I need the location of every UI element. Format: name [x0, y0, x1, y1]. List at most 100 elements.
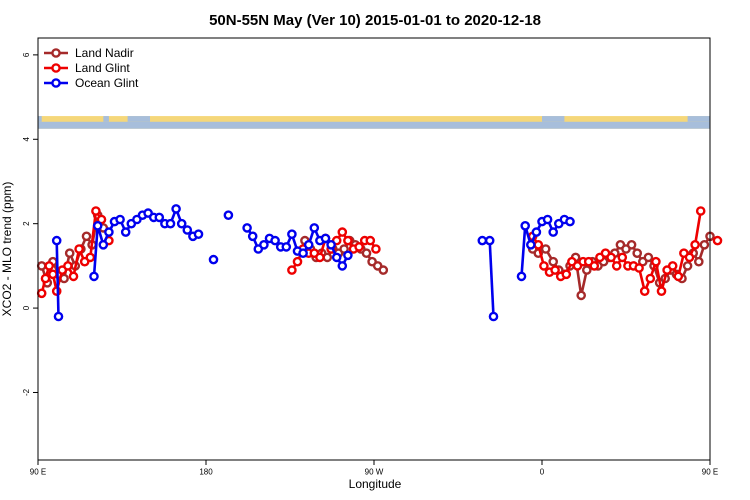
data-point	[542, 214, 553, 225]
data-point	[98, 239, 109, 250]
data-point	[292, 256, 303, 267]
data-point	[533, 239, 544, 250]
data-point	[115, 214, 125, 225]
data-point	[561, 269, 572, 280]
x-tick-label: 90 E	[702, 468, 718, 477]
data-point	[673, 271, 684, 282]
data-point	[182, 225, 193, 235]
y-axis: -2 0 2 4 6	[22, 52, 38, 396]
data-point	[315, 252, 325, 263]
data-point	[540, 244, 551, 254]
data-point	[193, 229, 204, 239]
y-tick-label: 6	[22, 52, 31, 57]
data-point	[64, 248, 75, 258]
data-point	[104, 227, 114, 237]
data-point	[85, 252, 96, 263]
data-point	[91, 206, 101, 216]
data-point	[89, 271, 99, 282]
data-point	[548, 256, 559, 267]
data-point	[684, 252, 695, 263]
data-point	[320, 233, 331, 244]
series-line	[488, 240, 495, 317]
y-tick-label: 2	[22, 221, 31, 226]
data-point	[643, 252, 654, 263]
data-point	[695, 206, 706, 216]
data-point	[208, 254, 219, 265]
data-point	[343, 235, 353, 246]
data-point	[309, 223, 320, 233]
y-tick-label: -2	[22, 388, 31, 396]
data-point	[51, 235, 62, 246]
band-ocean	[687, 116, 710, 122]
data-point	[337, 261, 348, 271]
data-point	[287, 229, 297, 239]
x-tick-label: 90 W	[365, 468, 384, 477]
band-ocean	[127, 116, 150, 122]
legend-marker	[51, 78, 61, 88]
series-layer	[36, 204, 723, 322]
data-point	[36, 261, 47, 271]
data-point	[576, 290, 587, 301]
x-tick-label: 0	[540, 468, 545, 477]
data-point	[303, 239, 314, 250]
data-point	[337, 227, 348, 237]
data-point	[690, 239, 700, 250]
data-point	[343, 250, 353, 261]
data-point	[40, 273, 51, 284]
data-point	[74, 244, 84, 254]
legend-marker	[51, 63, 61, 73]
data-point	[259, 239, 269, 250]
y-tick-label: 0	[22, 305, 31, 310]
data-point	[36, 288, 47, 299]
data-point	[651, 256, 661, 267]
data-point	[53, 311, 64, 322]
data-point	[548, 227, 559, 237]
data-point	[281, 242, 292, 252]
data-point	[361, 248, 372, 258]
data-point	[484, 235, 495, 246]
data-point	[326, 239, 336, 250]
data-point	[354, 242, 364, 252]
data-point	[626, 239, 637, 250]
legend-label: Land Glint	[75, 61, 130, 75]
legend-item: Land Glint	[44, 61, 130, 75]
data-point	[322, 252, 333, 263]
data-point	[639, 286, 650, 297]
series-ocean-glint	[51, 204, 575, 322]
data-point	[270, 235, 280, 246]
data-point	[81, 231, 92, 242]
data-point	[589, 261, 600, 271]
land-ocean-band	[38, 116, 710, 129]
legend-item: Land Nadir	[44, 46, 134, 60]
data-point	[120, 227, 131, 237]
data-point	[656, 286, 667, 297]
band-ocean	[38, 116, 42, 122]
data-point	[247, 231, 258, 242]
data-point	[531, 227, 542, 237]
data-point	[154, 212, 165, 223]
series-line	[55, 240, 60, 317]
band-ocean	[542, 116, 565, 122]
data-point	[242, 223, 252, 233]
band-ocean	[38, 121, 710, 129]
data-point	[223, 210, 234, 220]
data-point	[44, 261, 55, 271]
data-point	[287, 265, 297, 275]
data-point	[331, 252, 342, 263]
x-axis-label: Longitude	[349, 477, 402, 491]
y-tick-label: 4	[22, 137, 31, 142]
data-point	[298, 248, 308, 258]
data-point	[488, 311, 499, 322]
data-point	[611, 261, 622, 271]
data-point	[477, 235, 488, 246]
data-point	[92, 220, 103, 231]
data-point	[365, 235, 376, 246]
data-point	[694, 256, 704, 267]
data-point	[617, 252, 628, 263]
data-point	[516, 271, 527, 282]
legend-label: Land Nadir	[75, 46, 134, 60]
data-point	[565, 216, 575, 227]
data-point	[699, 239, 710, 250]
data-point	[712, 235, 723, 246]
